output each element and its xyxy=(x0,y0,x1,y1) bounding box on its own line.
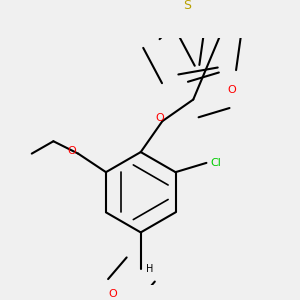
Text: O: O xyxy=(155,113,164,123)
Text: H: H xyxy=(146,265,154,275)
Text: O: O xyxy=(227,85,236,95)
Text: O: O xyxy=(68,146,76,155)
Text: Cl: Cl xyxy=(210,158,221,168)
Text: S: S xyxy=(183,0,191,12)
Text: O: O xyxy=(109,289,117,299)
